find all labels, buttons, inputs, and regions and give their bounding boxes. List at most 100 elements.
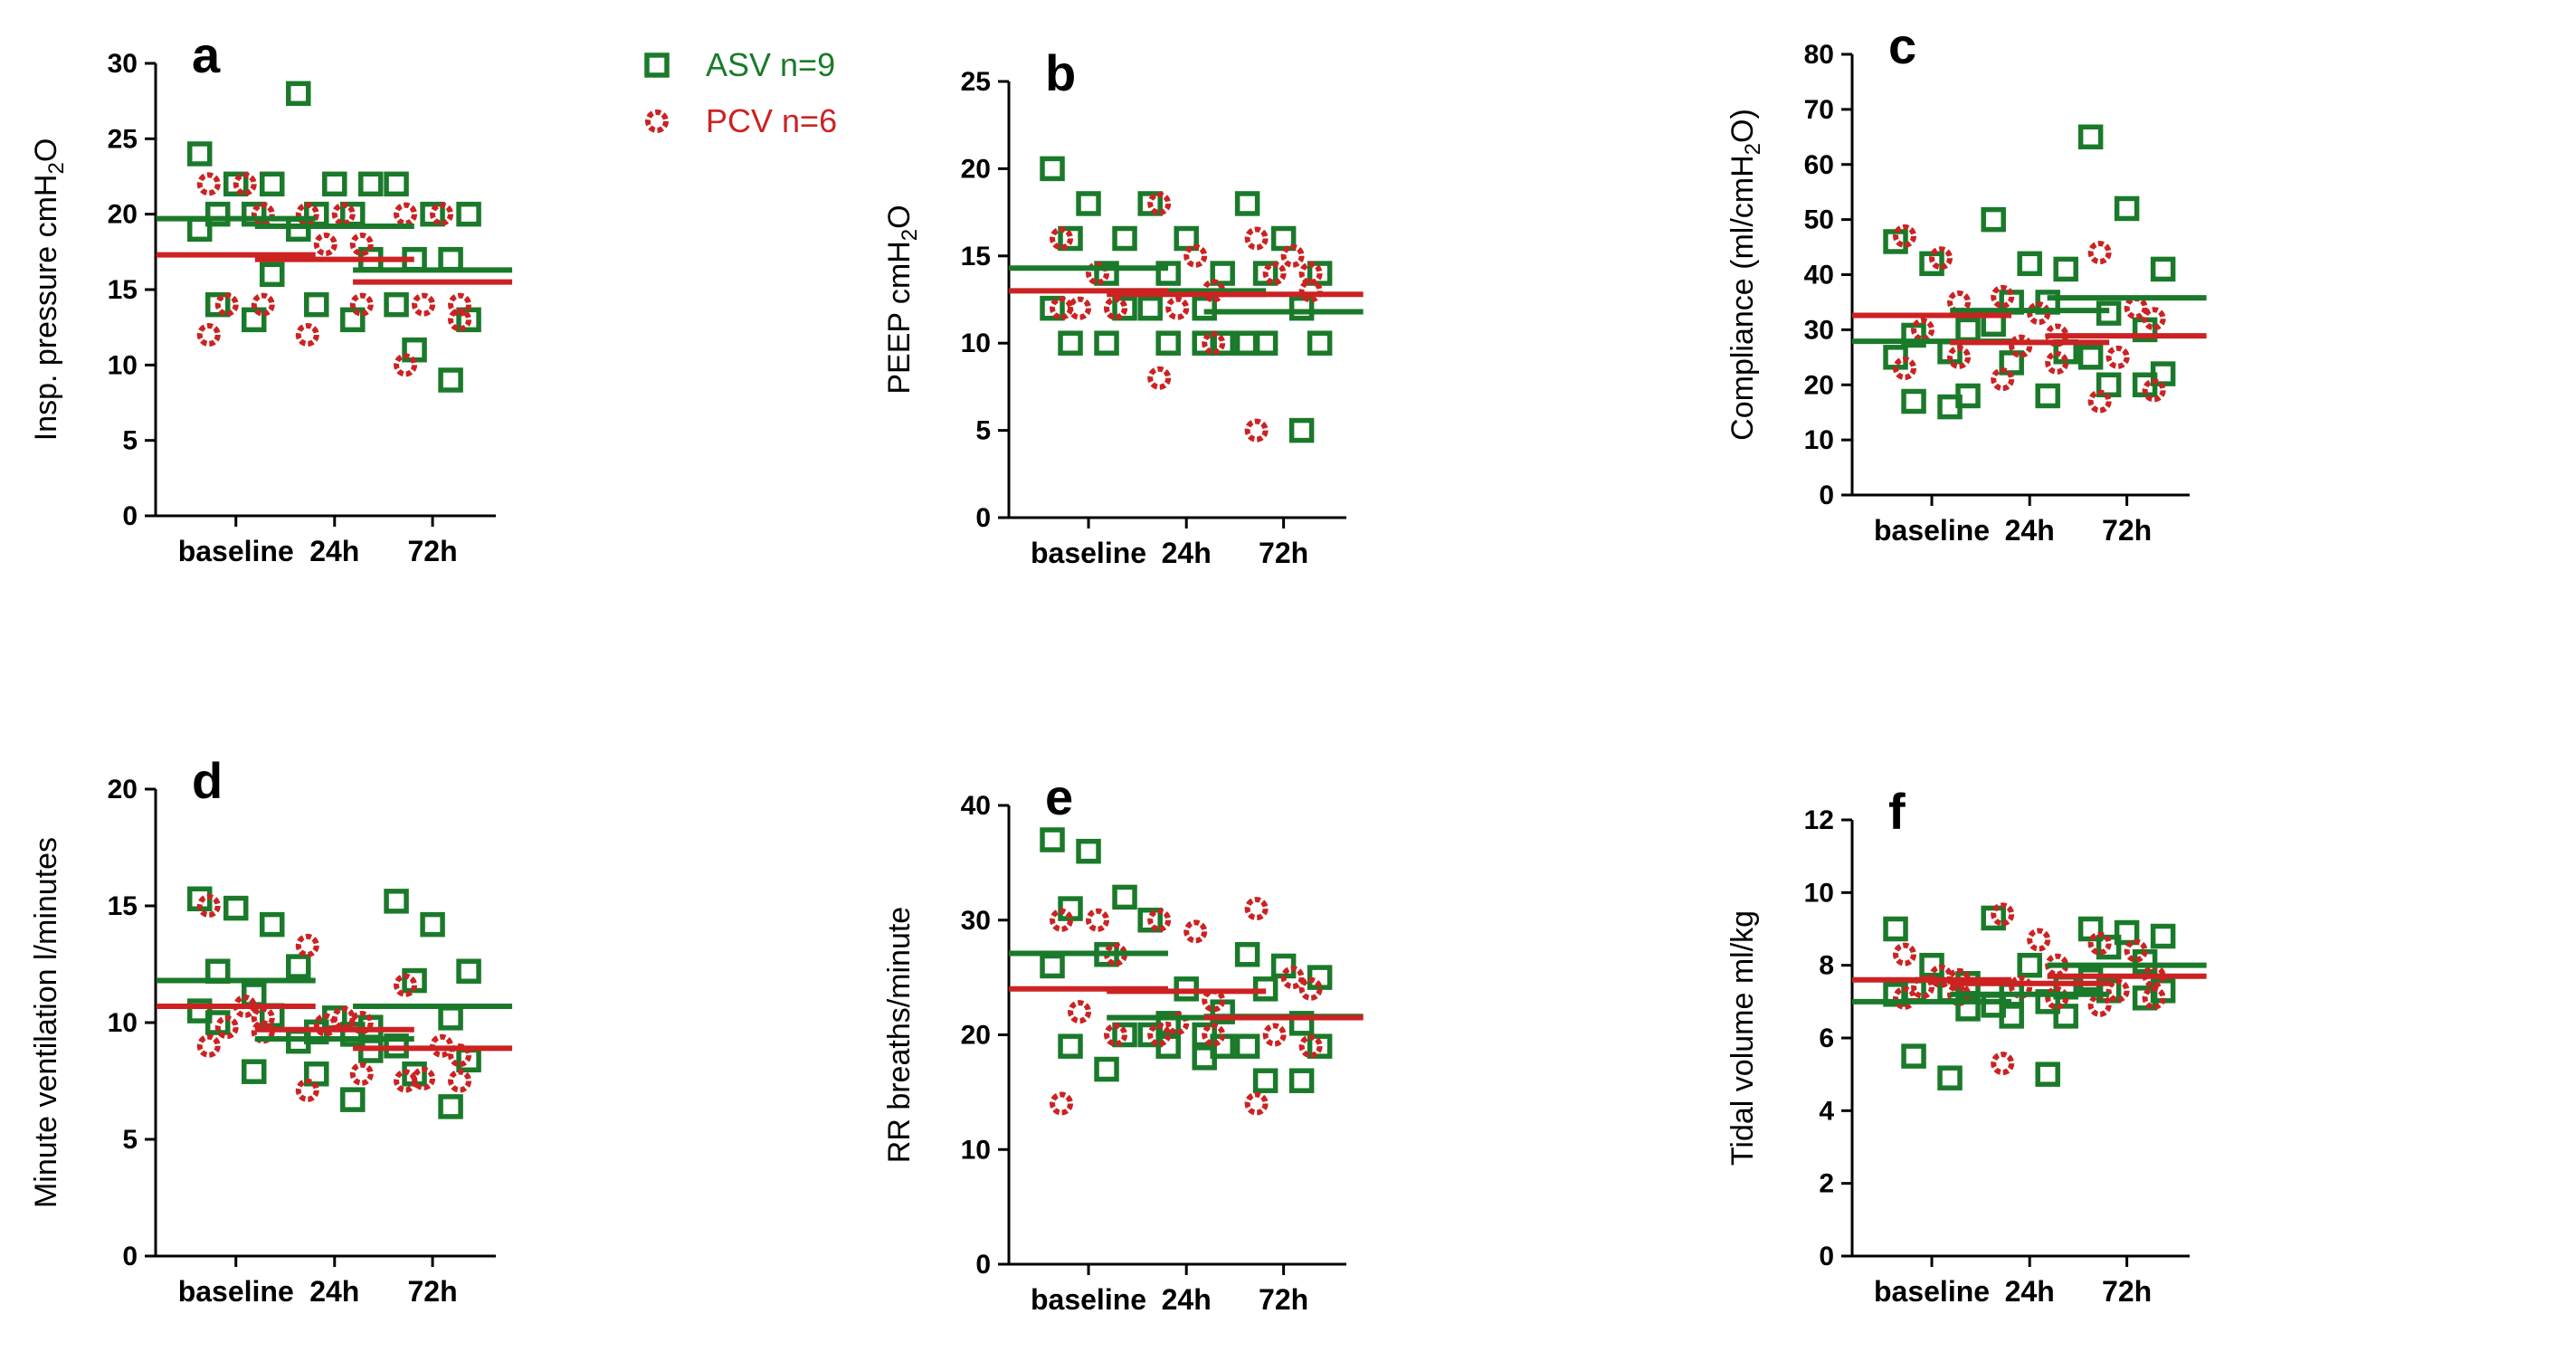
asv-point xyxy=(241,307,267,333)
asv-point xyxy=(1058,225,1083,252)
asv-point xyxy=(1076,838,1101,864)
pcv-point xyxy=(2105,978,2130,1003)
asv-point xyxy=(241,1059,267,1084)
pcv-point xyxy=(1147,366,1172,390)
pcv-point xyxy=(233,172,257,196)
pcv-point xyxy=(448,292,472,317)
panel-letter: c xyxy=(1888,17,1916,74)
pcv-point xyxy=(214,1015,239,1040)
asv-point xyxy=(1192,330,1217,356)
pcv-point xyxy=(196,894,221,918)
asv-point xyxy=(2132,985,2158,1011)
pcv-point xyxy=(295,1078,319,1102)
asv-point xyxy=(384,291,409,318)
asv-point xyxy=(1901,388,1926,414)
pcv-point xyxy=(251,202,275,226)
asv-point xyxy=(1901,322,1926,348)
y-tick-label: 40 xyxy=(961,791,991,821)
pcv-point xyxy=(2045,350,2069,375)
pcv-point xyxy=(1991,902,2015,927)
asv-point xyxy=(1919,251,1944,277)
y-tick-label: 25 xyxy=(961,67,991,97)
pcv-point xyxy=(2087,993,2112,1017)
asv-point xyxy=(1192,1045,1217,1071)
x-tick-label-72h: 72h xyxy=(1259,1283,1308,1316)
asv-point xyxy=(1112,225,1137,252)
y-tick-label: 4 xyxy=(1819,1096,1834,1126)
asv-point xyxy=(1901,1043,1926,1069)
pcv-point xyxy=(2027,928,2051,952)
asv-point xyxy=(259,911,285,938)
pcv-point xyxy=(349,1062,374,1086)
asv-point xyxy=(1174,225,1199,252)
asv-point xyxy=(1040,953,1065,979)
y-tick-label: 40 xyxy=(1804,261,1834,290)
y-tick-label: 20 xyxy=(108,775,138,805)
panel-b: 0 5 10 15 20 25 baseline 24h 72h PEEP cmH2O b xyxy=(882,44,1364,569)
asv-point xyxy=(1094,261,1119,286)
asv-point xyxy=(2077,124,2104,150)
asv-point xyxy=(2114,919,2140,946)
asv-point xyxy=(420,911,445,938)
pcv-point xyxy=(1086,262,1110,286)
asv-point xyxy=(322,171,347,197)
asv-point xyxy=(2035,1062,2060,1087)
asv-point xyxy=(1288,295,1315,321)
pcv-point xyxy=(214,292,239,317)
asv-point xyxy=(1058,330,1083,356)
pcv-point xyxy=(1893,224,1917,248)
asv-point xyxy=(1252,330,1278,356)
y-tick-label: 80 xyxy=(1804,40,1834,70)
pcv-point xyxy=(448,1069,472,1093)
x-tick-label-baseline: baseline xyxy=(1874,1275,1990,1308)
pcv-point xyxy=(1244,226,1269,251)
x-tick-label-24h: 24h xyxy=(1162,537,1212,569)
asv-point xyxy=(241,201,267,227)
asv-point xyxy=(358,171,384,197)
asv-point xyxy=(1094,330,1119,356)
pcv-point xyxy=(1893,985,1917,1010)
x-tick-label-baseline: baseline xyxy=(1031,537,1146,569)
pcv-point xyxy=(1929,246,1953,271)
pcv-point xyxy=(1165,296,1190,320)
asv-point xyxy=(2053,256,2078,282)
asv-point xyxy=(1137,295,1163,321)
y-tick-label: 20 xyxy=(108,200,138,230)
pcv-point xyxy=(1104,1023,1128,1047)
pcv-point xyxy=(2009,975,2033,999)
pcv-point xyxy=(1244,897,1269,921)
asv-point xyxy=(204,1010,231,1035)
asv-point xyxy=(1137,191,1163,216)
pcv-point xyxy=(1050,908,1074,932)
asv-point xyxy=(1937,1065,1963,1090)
pcv-point xyxy=(412,292,436,317)
asv-point xyxy=(438,367,463,393)
pcv-point xyxy=(1147,908,1172,932)
pcv-point xyxy=(394,973,418,997)
pcv-point xyxy=(1147,191,1172,215)
asv-point xyxy=(2132,372,2158,397)
asv-point xyxy=(1234,1033,1260,1059)
asv-point xyxy=(2096,300,2122,326)
y-tick-label: 5 xyxy=(122,1125,138,1155)
asv-point xyxy=(384,889,409,914)
asv-point xyxy=(204,291,231,318)
asv-point xyxy=(1999,1004,2024,1029)
panel-letter: e xyxy=(1045,768,1073,825)
y-tick-label: 12 xyxy=(1804,805,1834,835)
y-tick-label: 15 xyxy=(961,242,991,271)
pcv-point xyxy=(394,202,418,226)
pcv-point xyxy=(295,323,319,347)
panel-letter: b xyxy=(1045,44,1076,101)
asv-point xyxy=(384,171,409,197)
pcv-point xyxy=(1262,262,1287,286)
pcv-point xyxy=(2105,345,2130,369)
asv-point xyxy=(1252,1068,1278,1093)
pcv-point xyxy=(1262,1023,1287,1047)
pcv-point xyxy=(1298,279,1323,303)
y-tick-label: 10 xyxy=(1804,878,1834,908)
y-tick-label: 70 xyxy=(1804,95,1834,125)
y-tick-label: 0 xyxy=(122,1242,138,1271)
panel-e: 0 10 20 30 40 baseline 24h 72h RR breaths/minute… xyxy=(882,768,1364,1316)
pcv-point xyxy=(1086,908,1110,932)
